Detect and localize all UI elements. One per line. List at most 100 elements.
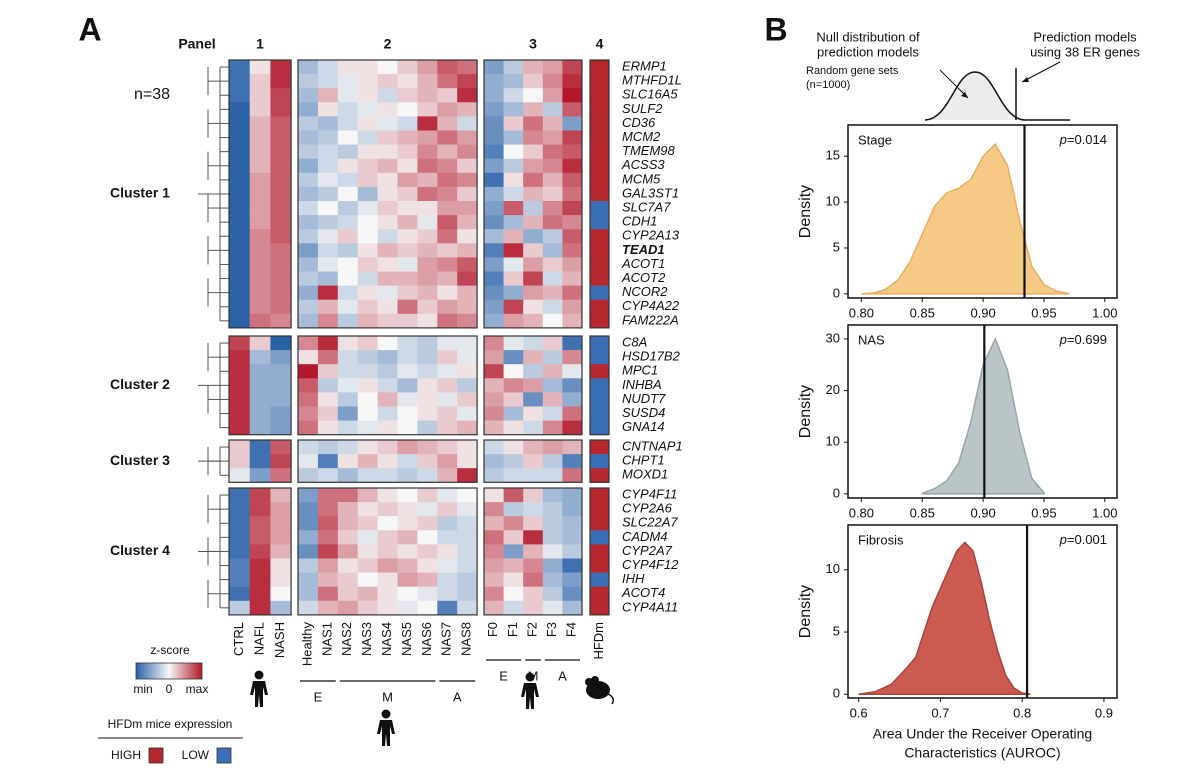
heatmap-cell	[562, 454, 583, 469]
heatmap-cell	[298, 488, 319, 503]
heatmap-cell	[523, 130, 544, 145]
heatmap-cell	[542, 201, 563, 216]
column-label: F1	[505, 622, 520, 637]
panel-title: Panel	[178, 36, 215, 52]
heatmap-cell	[270, 102, 292, 117]
heatmap-cell	[562, 229, 583, 244]
heatmap-cell	[503, 468, 524, 483]
heatmap-cell	[357, 488, 378, 503]
heatmap-cell	[337, 544, 358, 559]
column-label: F2	[524, 622, 539, 637]
heatmap-cell	[457, 420, 478, 435]
heatmap-cell	[337, 102, 358, 117]
heatmap-cell	[229, 130, 250, 145]
heatmap-cell	[337, 215, 358, 230]
heatmap-cell	[298, 502, 319, 517]
heatmap-cell	[523, 586, 544, 602]
heatmap-cell	[417, 186, 438, 202]
heatmap-cell	[377, 454, 398, 469]
heatmap-cell	[523, 299, 544, 315]
heatmap-cell	[437, 378, 458, 393]
heatmap-cell	[337, 257, 358, 272]
heatmap-cell	[337, 488, 358, 503]
gene-label: MCM5	[622, 171, 661, 186]
heatmap-cell	[298, 336, 319, 351]
heatmap-cell	[397, 201, 418, 216]
heatmap-cell	[457, 130, 478, 145]
panel-number: 1	[256, 36, 264, 52]
heatmap-cell	[437, 243, 458, 258]
heatmap-cell	[562, 406, 583, 421]
heatmap-cell	[357, 229, 378, 244]
heatmap-cell	[417, 257, 438, 272]
x-tick-label: 1.00	[1092, 505, 1117, 520]
heatmap-cell	[229, 488, 250, 503]
heatmap-cell	[562, 336, 583, 351]
heatmap-cell	[562, 440, 583, 455]
heatmap-cell	[437, 468, 458, 483]
heatmap-cell	[317, 116, 339, 131]
heatmap-cell	[270, 440, 292, 455]
heatmap-cell	[270, 299, 292, 315]
heatmap-cell	[484, 215, 504, 230]
heatmap-cell	[457, 102, 478, 117]
heatmap-cell	[229, 102, 250, 117]
legend-swatch	[148, 747, 164, 764]
panel-number: 2	[384, 36, 392, 52]
heatmap-cell	[249, 158, 271, 174]
heatmap-cell	[357, 572, 378, 587]
heatmap-cell	[249, 257, 271, 272]
hfdm-cell	[590, 530, 609, 545]
heatmap-cell	[523, 530, 544, 545]
heatmap-cell	[317, 572, 339, 587]
heatmap-cell	[542, 88, 563, 103]
heatmap-cell	[503, 336, 524, 351]
heatmap-cell	[298, 516, 319, 531]
p-value: p=0.699	[1059, 332, 1107, 347]
heatmap-cell	[377, 530, 398, 545]
panel-number: 3	[529, 36, 537, 52]
heatmap-cell	[337, 516, 358, 531]
hfdm-cell	[590, 285, 609, 300]
heatmap-cell	[437, 440, 458, 455]
y-tick-label: 15	[826, 148, 840, 163]
heatmap-cell	[503, 572, 524, 587]
heatmap-cell	[249, 313, 271, 329]
cluster-label: Cluster 4	[110, 542, 170, 558]
heatmap-cell	[417, 516, 438, 531]
heatmap-cell	[270, 364, 292, 379]
x-tick-label: 0.80	[849, 305, 874, 320]
heatmap-cell	[417, 350, 438, 365]
heatmap-cell	[397, 364, 418, 379]
heatmap-cell	[229, 271, 250, 286]
heatmap-cell	[337, 130, 358, 145]
heatmap-cell	[397, 144, 418, 159]
heatmap-cell	[417, 313, 438, 329]
heatmap-cell	[298, 243, 319, 258]
heatmap-cell	[337, 378, 358, 393]
x-tick-label: 0.90	[970, 505, 995, 520]
heatmap-cell	[484, 544, 504, 559]
heatmap-cell	[270, 516, 292, 531]
heatmap-cell	[503, 144, 524, 159]
heatmap-cell	[542, 468, 563, 483]
heatmap-cell	[562, 186, 583, 202]
heatmap-cell	[298, 285, 319, 300]
heatmap-cell	[542, 74, 563, 89]
heatmap-cell	[270, 586, 292, 602]
heatmap-cell	[357, 586, 378, 602]
heatmap-cell	[417, 60, 438, 75]
heatmap-cell	[249, 392, 271, 407]
heatmap-cell	[484, 74, 504, 89]
heatmap-cell	[417, 102, 438, 117]
heatmap-cell	[523, 88, 544, 103]
heatmap-cell	[337, 201, 358, 216]
gene-label: TEAD1	[622, 242, 665, 257]
heatmap-cell	[523, 201, 544, 216]
heatmap-cell	[503, 257, 524, 272]
heatmap-cell	[437, 544, 458, 559]
heatmap-cell	[298, 60, 319, 75]
heatmap-cell	[337, 271, 358, 286]
heatmap-cell	[229, 468, 250, 483]
heatmap-cell	[457, 586, 478, 602]
